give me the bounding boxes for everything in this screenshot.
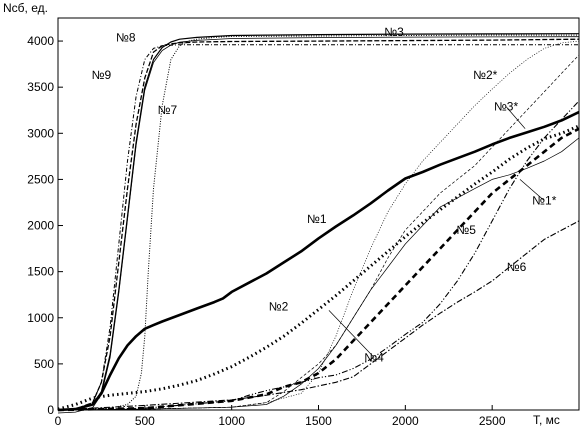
series-label-n7: №7 bbox=[158, 103, 178, 117]
series-line-n1 bbox=[57, 110, 580, 412]
series-line-n2 bbox=[57, 124, 580, 411]
series-line-n5 bbox=[57, 127, 580, 412]
y-tick-label: 2500 bbox=[27, 172, 54, 186]
y-tick-label: 3500 bbox=[27, 80, 54, 94]
y-tick-label: 0 bbox=[47, 403, 54, 417]
y-axis-title: Nсб, ед. bbox=[3, 1, 48, 15]
y-tick-label: 1000 bbox=[27, 311, 54, 325]
x-tick-label: 1000 bbox=[218, 414, 245, 428]
series-label-n8: №8 bbox=[116, 30, 136, 44]
series-label-n2-star: №2* bbox=[473, 68, 498, 82]
y-tick-label: 4000 bbox=[27, 34, 54, 48]
annotation-leader bbox=[328, 310, 375, 358]
annotation-leader bbox=[519, 179, 545, 201]
series-line-n7 bbox=[57, 34, 579, 411]
series-label-n1-star: №1* bbox=[532, 194, 557, 208]
series-label-n6: №6 bbox=[507, 260, 527, 274]
annotation-leader bbox=[505, 106, 526, 129]
ticks: 0 500 1000 1500 2000 2500 0 500 1000 1500 2000 2500… bbox=[27, 34, 506, 428]
series-line-n9 bbox=[57, 44, 579, 411]
series-label-n1: №1 bbox=[307, 212, 327, 226]
x-tick-label: 0 bbox=[55, 414, 62, 428]
x-tick-label: 500 bbox=[135, 414, 155, 428]
series-line-n6 bbox=[57, 220, 580, 411]
series-line-n3-outline bbox=[57, 36, 580, 414]
x-axis-title: T, мс bbox=[533, 413, 560, 427]
series-label-n2: №2 bbox=[269, 300, 289, 314]
series-label-n4: №4 bbox=[364, 350, 384, 364]
series-label-n9: №9 bbox=[92, 68, 112, 82]
y-tick-label: 1500 bbox=[27, 265, 54, 279]
series-label-n5: №5 bbox=[456, 223, 476, 237]
series-line-n1-star bbox=[57, 137, 580, 411]
x-tick-label: 1500 bbox=[305, 414, 332, 428]
x-tick-label: 2500 bbox=[479, 414, 506, 428]
annotation-layer bbox=[328, 106, 545, 358]
y-tick-label: 2000 bbox=[27, 219, 54, 233]
y-tick-label: 3000 bbox=[27, 126, 54, 140]
y-tick-label: 500 bbox=[34, 357, 54, 371]
x-tick-label: 2000 bbox=[392, 414, 419, 428]
series-line-n4 bbox=[57, 100, 580, 411]
series-line-n3 bbox=[57, 33, 580, 411]
series-line-n3-star bbox=[57, 54, 580, 411]
series-label-n3: №3 bbox=[384, 25, 404, 39]
